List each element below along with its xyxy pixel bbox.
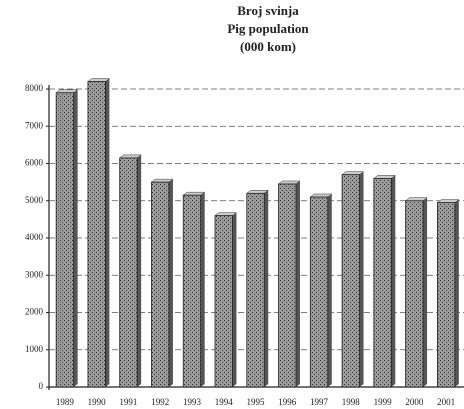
bar-top: [436, 199, 460, 203]
bar-top: [118, 154, 142, 159]
bar: [151, 181, 170, 388]
bar-top: [87, 78, 111, 82]
bar-side: [200, 192, 205, 387]
x-tick-label: 1989: [56, 397, 75, 407]
x-tick-label: 2001: [437, 397, 455, 407]
bar: [246, 192, 265, 388]
bar-side: [105, 78, 110, 388]
x-tick-label: 1999: [374, 397, 393, 407]
bar-top: [150, 178, 174, 183]
unit-label: (000 kom): [240, 39, 296, 54]
x-tick-label: 1996: [278, 397, 297, 407]
bar-top: [309, 193, 333, 198]
bar-top: [55, 89, 79, 93]
bar: [341, 174, 360, 388]
y-tick-label: 4000: [25, 232, 44, 242]
bar-side: [359, 171, 364, 387]
y-tick-label: 5000: [25, 195, 44, 205]
bar: [309, 196, 329, 388]
bar-top: [373, 175, 397, 179]
bar: [119, 157, 138, 388]
x-tick-label: 1994: [215, 397, 234, 407]
bar: [278, 183, 297, 388]
chart-title: Broj svinja: [237, 3, 299, 18]
x-tick-label: 1998: [342, 397, 361, 407]
x-tick-label: 2000: [405, 397, 424, 407]
y-tick-label: 2000: [25, 307, 44, 317]
y-tick-label: 0: [39, 381, 44, 391]
bar-side: [391, 175, 396, 387]
bar: [373, 177, 392, 388]
x-tick-label: 1993: [183, 397, 202, 407]
bar-side: [137, 154, 142, 387]
bar-side: [454, 199, 459, 387]
y-tick-label: 1000: [25, 344, 44, 354]
bar-top: [404, 197, 428, 201]
bar-side: [264, 190, 269, 387]
bar-top: [246, 190, 269, 194]
bar-side: [423, 197, 428, 387]
bar-side: [73, 89, 78, 387]
y-tick-label: 8000: [25, 83, 44, 93]
bar-side: [168, 179, 173, 387]
bar-top: [277, 180, 301, 185]
y-tick-label: 7000: [25, 120, 44, 130]
bar-side: [296, 180, 301, 387]
y-tick-label: 3000: [25, 269, 44, 279]
bar-side: [232, 212, 237, 387]
y-tick-label: 6000: [25, 158, 44, 168]
x-tick-label: 1997: [310, 397, 329, 407]
bar: [405, 200, 424, 388]
bar: [55, 92, 75, 388]
x-tick-label: 1990: [88, 397, 107, 407]
bar: [214, 215, 233, 388]
bar-side: [327, 194, 332, 387]
bar-top: [214, 212, 238, 216]
x-tick-label: 1992: [151, 397, 169, 407]
bar: [436, 202, 456, 388]
bar: [182, 194, 202, 388]
bar: [87, 81, 106, 388]
x-tick-label: 1991: [119, 397, 137, 407]
x-tick-label: 1995: [247, 397, 266, 407]
chart-subtitle: Pig population: [227, 21, 309, 36]
bar-top: [341, 171, 365, 175]
bar-top: [182, 191, 206, 196]
